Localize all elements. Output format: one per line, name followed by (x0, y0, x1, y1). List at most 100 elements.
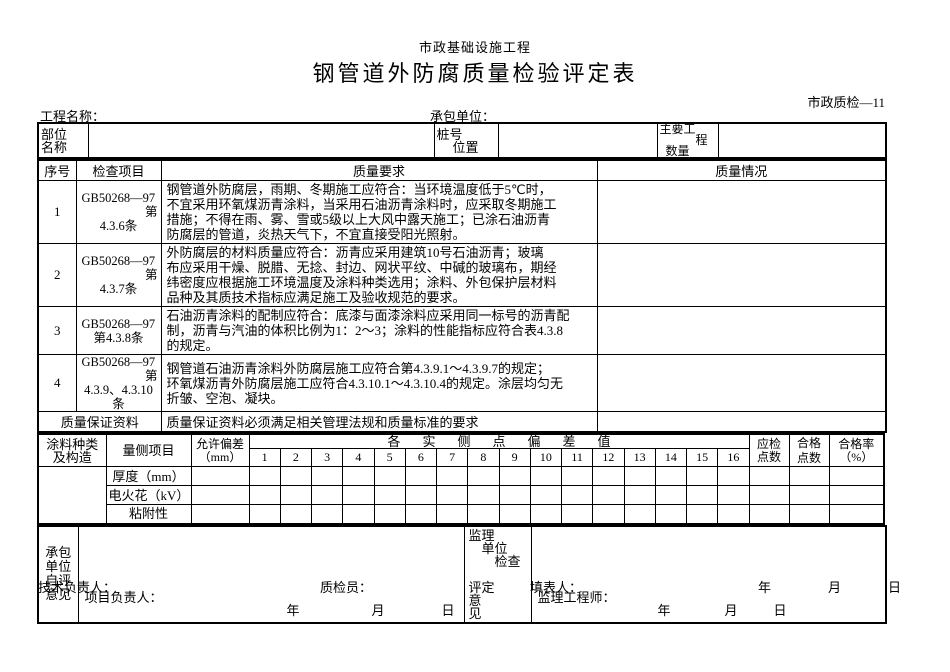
point-number-cell: 6 (404, 448, 438, 467)
part-name-label: 部位 名称 (37, 122, 89, 159)
check-item-header: 检查项目 (75, 159, 162, 181)
coating-type-cell (37, 466, 107, 524)
measure-value-cell (560, 485, 594, 505)
point-number-cell: 1 (248, 448, 281, 467)
situation-cell (596, 354, 887, 412)
coating-type-header: 涂料种类 及构造 (37, 433, 107, 467)
stake-position-value-cell (497, 122, 658, 159)
measure-value-cell (560, 466, 594, 486)
measure-value-cell (623, 466, 656, 486)
month-label: 月 (828, 580, 842, 595)
measure-value-cell (654, 485, 688, 505)
tolerance-cell (190, 466, 250, 486)
measure-value-cell (592, 466, 625, 486)
measure-value-cell (248, 485, 281, 505)
day-label: 日 (773, 602, 787, 618)
assurance-situation-cell (596, 411, 887, 433)
form-subtitle: 市政基础设施工程 (418, 40, 531, 55)
quality-row: 1 GB50268—97 第 4.3.6条 钢管道外防腐层，雨期、冬期施工应符合：当环境… (37, 180, 887, 244)
supervisor-opinion-cell: 监理工程师： 年 月 日 (530, 525, 887, 623)
measure-value-cell (342, 485, 375, 505)
day-label: 日 (888, 580, 902, 595)
requirement-cell: 外防腐层的材料质量应符合：沥青应采用建筑10号石油沥青；玻璃 布应采用干燥、脱腊… (160, 243, 598, 307)
measure-row: 电火花（kV） (38, 485, 885, 505)
measure-value-cell (279, 504, 313, 524)
point-number-cell: 3 (310, 448, 344, 467)
point-number-cell: 10 (529, 448, 563, 467)
situation-cell (596, 243, 887, 307)
checked-points-header: 应检 点数 (748, 433, 790, 467)
quality-row: 3 GB50268—97 第4.3.8条 石油沥青涂料的配制应符合：底漆与面漆涂料应采… (37, 306, 887, 355)
measure-value-cell (685, 485, 719, 505)
requirement-header: 质量要求 (160, 159, 598, 181)
passed-points-cell (788, 466, 830, 486)
measure-value-cell (310, 466, 344, 486)
requirement-cell: 石油沥青涂料的配制应符合：底漆与面漆涂料应采用同一标号的沥青配 制，沥青与汽油的… (160, 306, 598, 355)
pass-rate-cell (828, 466, 885, 486)
tolerance-cell (190, 485, 250, 505)
check-item-cell: GB50268—97 第 4.3.6条 (75, 180, 162, 244)
measure-value-cell (310, 485, 344, 505)
point-number-cell: 13 (623, 448, 656, 467)
measure-value-cell (404, 504, 438, 524)
day-label: 日 (441, 602, 455, 618)
situation-cell (596, 180, 887, 244)
point-number-cell: 14 (654, 448, 688, 467)
stake-position-label: 桩号 位置 (433, 122, 499, 159)
checked-points-cell (748, 466, 790, 486)
measure-value-cell (498, 504, 531, 524)
measure-value-cell (654, 504, 688, 524)
measure-value-cell (279, 485, 313, 505)
measure-row: 厚度（mm） (37, 466, 885, 524)
measure-value-cell (592, 485, 625, 505)
measure-item-cell: 电火花（kV） (105, 485, 192, 505)
quality-table: 序号 检查项目 质量要求 质量情况 1 GB50268—97 第 4.3.6条 钢管道外… (37, 159, 887, 433)
point-number-cell: 2 (279, 448, 313, 467)
point-number-cell: 5 (373, 448, 406, 467)
situation-header: 质量情况 (596, 159, 887, 181)
seq-cell: 4 (37, 354, 77, 412)
measure-value-cell (529, 504, 563, 524)
info-table: 部位 名称 桩号 位置 主要工 程 数量 (37, 122, 887, 159)
tech-lead-label: 技术负责人： (38, 580, 117, 595)
measure-value-cell (592, 504, 625, 524)
measure-item-cell: 厚度（mm） (105, 466, 192, 486)
requirement-cell: 钢管道外防腐层，雨期、冬期施工应符合：当环境温度低于5℃时， 不宜采用环氧煤沥青… (160, 180, 598, 244)
tolerance-header: 允许偏差 （mm） (190, 433, 250, 467)
supervisor-opinion-label: 监理 单位 检查 评定 意 见 (463, 525, 532, 623)
measure-value-cell (685, 466, 719, 486)
point-number-cell: 15 (685, 448, 719, 467)
seq-header: 序号 (37, 159, 77, 181)
contractor-self-assessment-label: 承包 单位 自评 意见 (37, 525, 79, 623)
measure-item-header: 量侧项目 (105, 433, 192, 467)
measure-value-cell (498, 485, 531, 505)
pass-rate-header: 合格率 （%） (828, 433, 885, 467)
project-manager-label: 项目负责人： (84, 589, 163, 605)
measure-value-cell (529, 466, 563, 486)
main-quantity-value-cell (717, 122, 887, 159)
checked-points-cell (748, 504, 790, 524)
requirement-cell: 钢管道石油沥青涂料外防腐层施工应符合第4.3.9.1～4.3.9.7的规定； 环… (160, 354, 598, 412)
measure-value-cell (248, 504, 281, 524)
bottom-table: 承包 单位 自评 意见 项目负责人： 年 月 日 监理 单位 检查 评定 意 见… (37, 524, 887, 624)
measure-value-cell (435, 485, 469, 505)
measure-value-cell (498, 466, 531, 486)
point-number-cell: 8 (467, 448, 500, 467)
seq-cell: 3 (37, 306, 77, 355)
point-number-cell: 4 (342, 448, 375, 467)
check-item-cell: GB50268—97 第 4.3.7条 (75, 243, 162, 307)
measure-table: 涂料种类 及构造 量侧项目 允许偏差 （mm） 各实侧点偏差值 应检 点数 合格… (37, 433, 885, 525)
measure-value-cell (342, 504, 375, 524)
measure-value-cell (560, 504, 594, 524)
check-item-cell: GB50268—97 第 4.3.9、4.3.10 条 (75, 354, 162, 412)
measure-value-cell (435, 466, 469, 486)
seq-cell: 1 (37, 180, 77, 244)
situation-cell (596, 306, 887, 355)
passed-points-header: 合格 点数 (788, 433, 830, 467)
measure-value-cell (404, 466, 438, 486)
year-label: 年 (286, 602, 300, 618)
measure-value-cell (467, 485, 500, 505)
measure-value-cell (342, 466, 375, 486)
self-assessment-cell: 项目负责人： 年 月 日 (77, 525, 465, 623)
